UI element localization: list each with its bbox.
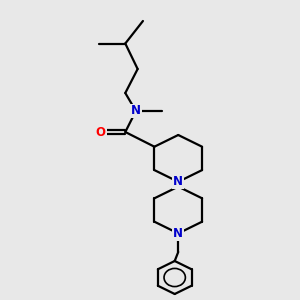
Text: O: O: [96, 125, 106, 139]
Text: N: N: [173, 175, 183, 188]
Text: N: N: [173, 227, 183, 240]
Text: N: N: [131, 104, 141, 118]
